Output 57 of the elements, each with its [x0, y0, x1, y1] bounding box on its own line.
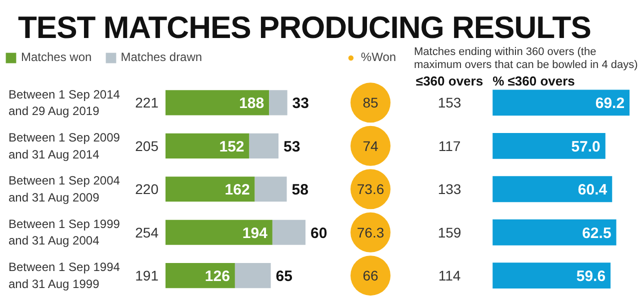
data-label: 162 [224, 182, 250, 199]
data-label: 58 [292, 182, 308, 199]
bar [492, 262, 611, 289]
total-label: 220 [135, 181, 159, 198]
data-label: 66 [362, 268, 378, 284]
total-label: 205 [135, 138, 159, 154]
data-label: 159 [438, 224, 462, 240]
total-label: 191 [135, 268, 159, 284]
data-label: 69.2 [595, 95, 625, 112]
legend-label: Matches drawn [120, 50, 202, 64]
chart-title: TEST MATCHES PRODUCING RESULTS [18, 10, 591, 45]
data-label: 53 [283, 138, 300, 156]
data-label: 85 [362, 94, 378, 111]
data-label: 117 [438, 138, 461, 154]
data-label: 188 [239, 95, 264, 112]
data-label: 126 [204, 268, 230, 286]
data-label: 33 [292, 95, 309, 112]
legend-label: %Won [360, 50, 396, 64]
data-label: 60 [310, 224, 328, 242]
bar [492, 219, 616, 246]
total-label: 254 [135, 224, 159, 240]
bar [166, 220, 272, 245]
y-tick-label: Between 1 Sep 2004 and 31 Aug 2009 [8, 174, 120, 205]
text: Matches ending within 360 overs (the maximum overs that can be bowled in 4 days) [414, 46, 639, 72]
data-label: 114 [438, 268, 461, 284]
bar [269, 90, 288, 116]
data-label: 57.0 [571, 138, 600, 156]
bar [492, 176, 612, 202]
bar [166, 176, 255, 202]
bar [254, 176, 287, 202]
bar [166, 133, 250, 158]
bar [234, 263, 271, 288]
bar [492, 132, 606, 159]
legend-label: Matches won [21, 50, 92, 64]
y-tick-label: Between 1 Sep 2009 and 31 Aug 2014 [8, 130, 120, 162]
y-tick-label: Between 1 Sep 1994 and 31 Aug 1999 [8, 260, 120, 291]
data-label: 62.5 [582, 224, 612, 242]
data-label: 76.3 [356, 224, 384, 240]
bar [272, 220, 306, 245]
data-label: 133 [438, 181, 462, 198]
data-label: 59.6 [576, 268, 606, 286]
data-label: 65 [276, 268, 292, 286]
text: ≤360 overs [416, 74, 484, 89]
data-label: 194 [242, 224, 268, 242]
bar [166, 90, 270, 116]
data-label: 153 [438, 94, 462, 111]
total-label: 221 [135, 94, 159, 111]
y-tick-label: Between 1 Sep 1999 and 31 Aug 2004 [8, 216, 120, 248]
y-tick-label: Between 1 Sep 2014 and 29 Aug 2019 [8, 87, 120, 118]
data-label: 152 [219, 138, 244, 156]
bar [166, 263, 235, 288]
chart-title: % ≤360 overs [492, 74, 575, 89]
bar [249, 133, 278, 158]
data-label: 73.6 [356, 181, 384, 198]
data-label: 60.4 [578, 182, 608, 199]
bar [492, 90, 630, 116]
data-label: 74 [362, 138, 378, 154]
